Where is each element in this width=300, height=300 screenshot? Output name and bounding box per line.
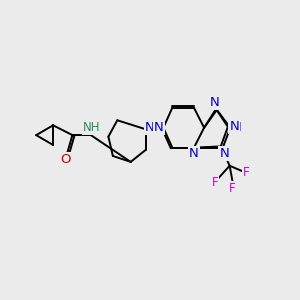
Text: F: F	[212, 176, 218, 189]
Text: N: N	[154, 121, 164, 134]
Text: N: N	[145, 121, 155, 134]
Text: O: O	[60, 153, 71, 166]
Text: N: N	[219, 147, 229, 160]
Text: F: F	[243, 166, 250, 179]
Text: N: N	[232, 121, 242, 134]
Text: N: N	[189, 147, 199, 160]
Text: NH: NH	[83, 121, 100, 134]
Text: N: N	[210, 96, 219, 109]
Text: N: N	[230, 120, 239, 133]
Text: F: F	[229, 182, 236, 194]
